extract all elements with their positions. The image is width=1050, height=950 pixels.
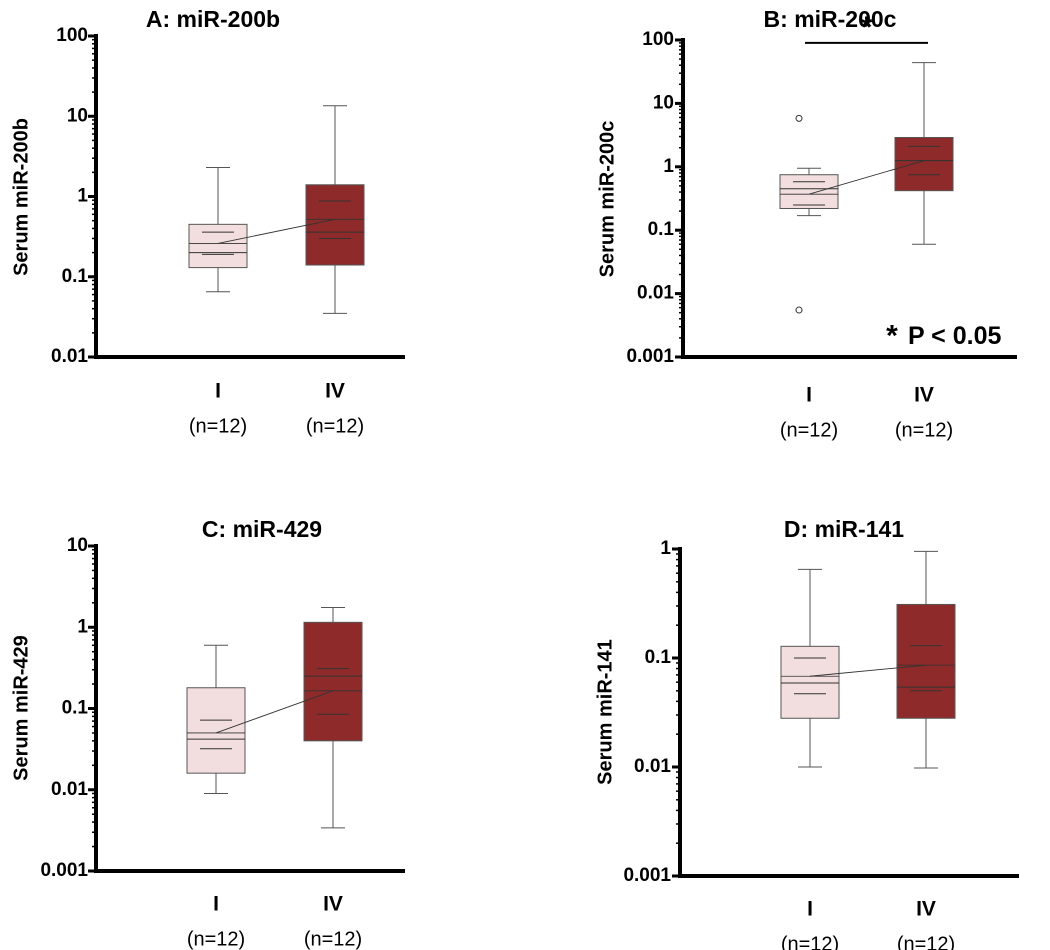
x-group-label: IV [916,898,936,921]
box-group-iv [303,607,363,829]
iqr-box [780,645,840,719]
x-group-label: I [213,893,219,916]
x-group-n-label: (n=12) [897,933,955,950]
y-tick-label: 0.001 [40,860,88,881]
y-tick-label: 10 [653,92,674,113]
pvalue-label: P < 0.05 [908,322,1001,350]
chart-title: B: miR-200c [764,6,897,32]
iqr-box [186,687,246,774]
y-tick-label: 0.001 [626,346,674,367]
x-group-n-label: (n=12) [304,928,362,950]
box-group-i [780,568,840,768]
x-group-n-label: (n=12) [189,415,247,437]
y-tick-label: 0.01 [637,283,674,304]
y-tick-label: 1 [77,186,88,207]
mean-connector-line [809,664,927,677]
mean-connector-line [217,218,336,244]
mean-connector-line [215,690,334,734]
y-tick-label: 0.1 [648,219,675,240]
x-group-label: IV [325,380,345,403]
outlier-point [795,114,803,122]
x-group-label: I [806,384,812,407]
y-tick-label: 0.01 [634,756,671,777]
iqr-box [779,174,839,209]
iqr-box [896,603,956,719]
x-group-n-label: (n=12) [780,419,838,441]
y-tick-label: 100 [56,25,88,46]
chart-panel-a: A: miR-200b Serum miR-200b 0.01 0.1 1 10 100 I (… [10,6,405,437]
chart-title: C: miR-429 [202,516,322,542]
x-group-n-label: (n=12) [187,928,245,950]
y-axis-label: Serum miR-429 [10,635,32,781]
x-group-n-label: (n=12) [895,419,953,441]
y-tick-label: 10 [67,535,88,556]
outlier-point [795,306,803,314]
iqr-box [303,621,363,742]
box-group-iv [894,62,954,245]
y-tick-label: 0.01 [51,779,88,800]
y-tick-label: 10 [67,105,88,126]
x-group-label: IV [914,384,934,407]
x-group-n-label: (n=12) [306,415,364,437]
mean-connector-line [808,160,925,195]
chart-panel-c: C: miR-429 Serum miR-429 0.001 0.01 0.1 1 10 I (… [10,516,405,950]
x-group-label: I [807,898,813,921]
y-tick-label: 0.1 [62,266,89,287]
iqr-box [188,223,248,269]
y-tick-label: 1 [663,156,674,177]
y-tick-label: 0.1 [62,698,89,719]
chart-panel-b: B: miR-200c Serum miR-200c 0.001 0.01 0.1 1 10… [596,6,1017,441]
y-tick-label: 1 [660,538,671,559]
iqr-box [305,184,365,266]
x-group-label: I [215,380,221,403]
y-axis-label: Serum miR-200b [10,118,32,276]
y-tick-label: 100 [642,29,674,50]
y-axis-label: Serum miR-141 [594,639,616,785]
chart-title: D: miR-141 [784,516,904,542]
y-tick-label: 0.01 [51,346,88,367]
legend-star: * [886,319,898,352]
y-tick-label: 1 [77,616,88,637]
chart-panel-d: D: miR-141 Serum miR-141 0.001 0.01 0.1 1 I (n=… [594,516,1019,950]
x-group-label: IV [323,893,343,916]
box-group-iv [896,550,956,769]
x-group-n-label: (n=12) [781,933,839,950]
box-group-iv [305,105,365,314]
box-group-i [188,166,248,293]
y-tick-label: 0.1 [645,647,672,668]
chart-title: A: miR-200b [146,6,280,32]
iqr-box [894,136,954,192]
y-tick-label: 0.001 [623,865,671,886]
box-group-i [186,644,246,794]
significance-star: * [861,11,873,44]
y-axis-label: Serum miR-200c [596,121,618,278]
box-group-i [779,114,839,314]
